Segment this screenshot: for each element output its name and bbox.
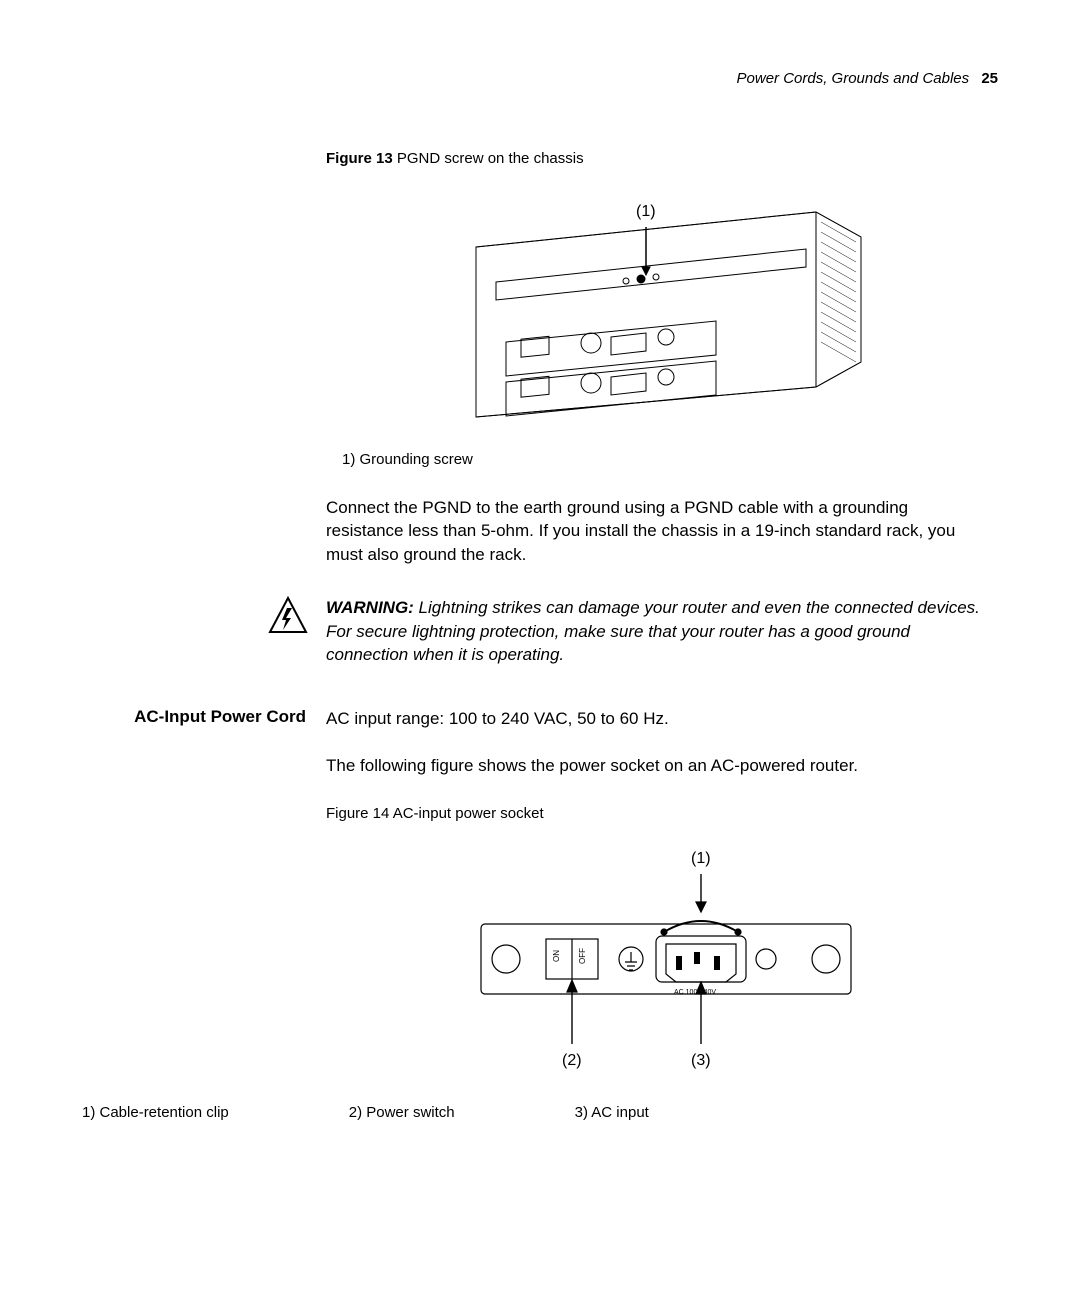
figure-14-label: Figure 14 bbox=[326, 805, 389, 822]
warning-label: WARNING: bbox=[326, 598, 414, 617]
paragraph-pgnd: Connect the PGND to the earth ground usi… bbox=[326, 496, 986, 566]
legend-item-2: 2) Power switch bbox=[349, 1104, 455, 1121]
figure-14-callout-3: (3) bbox=[691, 1050, 711, 1072]
svg-text:OFF: OFF bbox=[578, 948, 587, 964]
figure-13-callout-1: (1) bbox=[636, 203, 656, 221]
header-title: Power Cords, Grounds and Cables bbox=[737, 70, 970, 87]
warning-body: Lightning strikes can damage your router… bbox=[326, 598, 980, 664]
figure-13-label: Figure 13 bbox=[326, 150, 393, 167]
figure-13-drawing: (1) bbox=[466, 187, 866, 427]
warning-text: WARNING: Lightning strikes can damage yo… bbox=[326, 596, 986, 666]
figure-14-callout-1: (1) bbox=[691, 848, 711, 870]
page-number: 25 bbox=[981, 70, 998, 87]
warning-block: WARNING: Lightning strikes can damage yo… bbox=[268, 596, 986, 666]
svg-text:ON: ON bbox=[552, 950, 561, 962]
figure-14-caption: Figure 14 AC-input power socket bbox=[326, 804, 986, 825]
ac-input-line1: AC input range: 100 to 240 VAC, 50 to 60… bbox=[326, 707, 986, 730]
figure-14-callout-2: (2) bbox=[562, 1050, 582, 1072]
legend-item-1: 1) Cable-retention clip bbox=[82, 1104, 229, 1121]
svg-text:AC 100-240V: AC 100-240V bbox=[674, 989, 716, 996]
page-header: Power Cords, Grounds and Cables 25 bbox=[737, 70, 998, 87]
figure-14-legend: 1) Cable-retention clip 2) Power switch … bbox=[82, 1104, 998, 1121]
ac-input-heading: AC-Input Power Cord bbox=[82, 707, 326, 727]
figure-14-title: AC-input power socket bbox=[389, 805, 543, 822]
figure-13-title: PGND screw on the chassis bbox=[393, 150, 584, 167]
ac-input-line2: The following figure shows the power soc… bbox=[326, 754, 986, 777]
figure-14-drawing: ON OFF AC 100-240V bbox=[476, 844, 856, 1084]
warning-icon bbox=[268, 596, 308, 636]
legend-item-3: 3) AC input bbox=[575, 1104, 649, 1121]
figure-13-caption: Figure 13 PGND screw on the chassis bbox=[326, 150, 986, 167]
ac-input-section: AC-Input Power Cord AC input range: 100 … bbox=[82, 707, 998, 1085]
figure-13-legend: 1) Grounding screw bbox=[342, 451, 986, 468]
